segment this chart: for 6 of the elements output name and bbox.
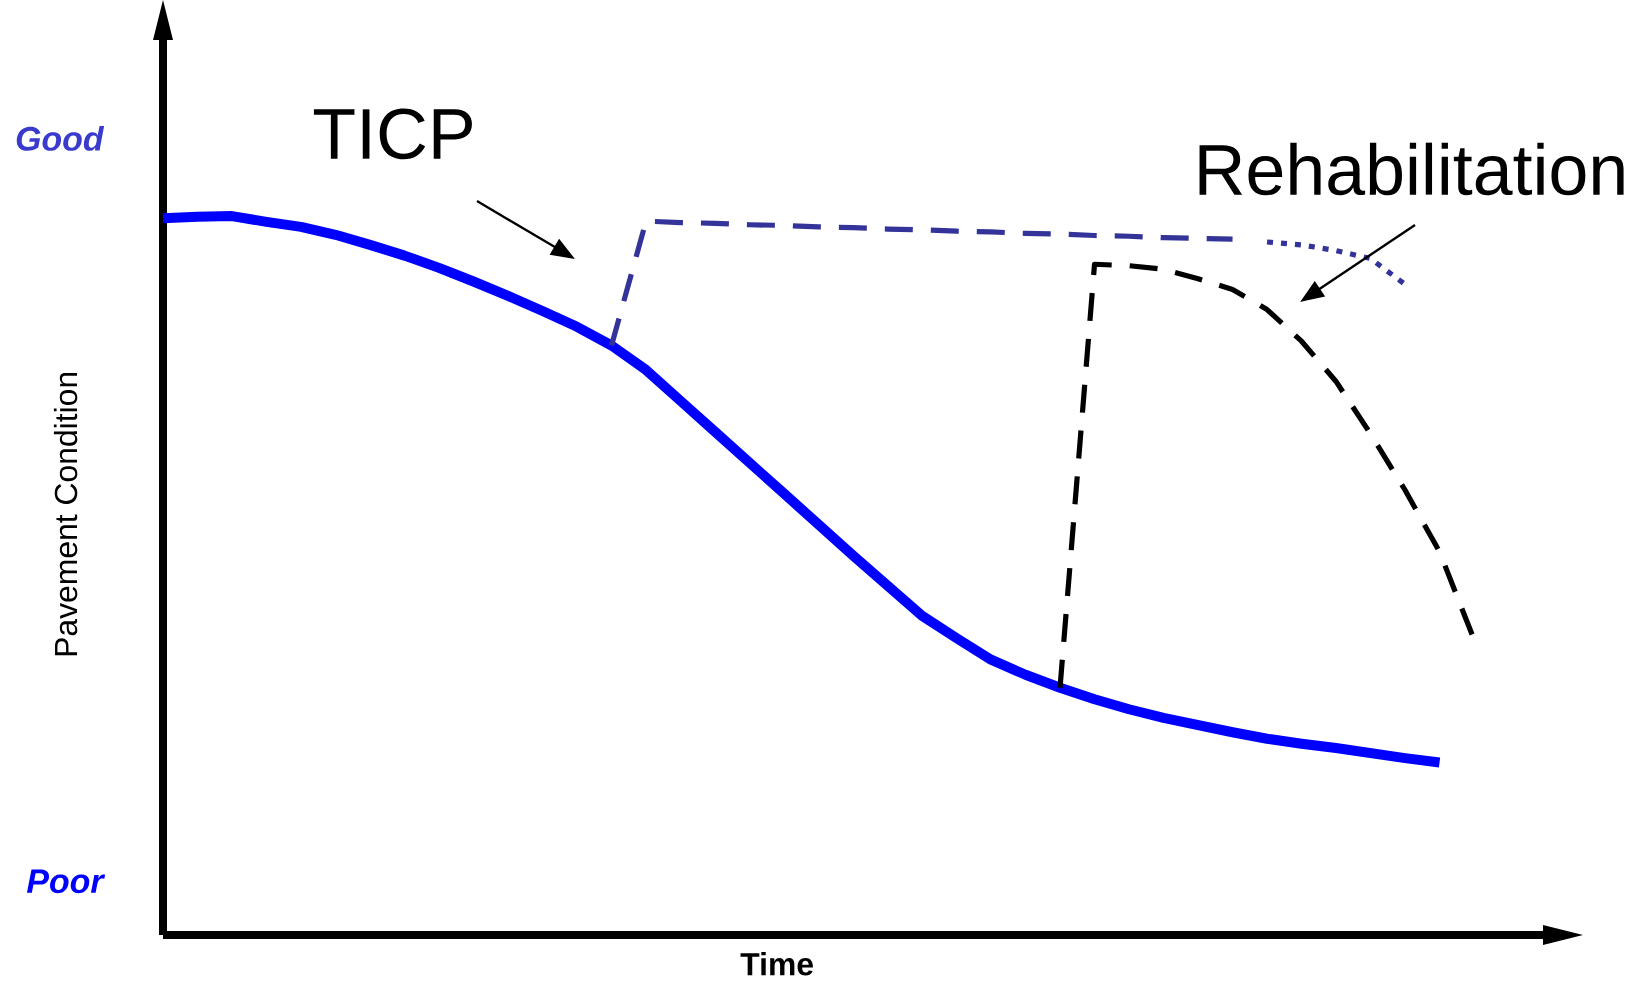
text: Good	[16, 125, 105, 151]
text: Rehabilitation	[1199, 142, 1624, 196]
text: Poor	[26, 869, 106, 894]
text: TICP	[313, 108, 472, 160]
x-axis-title: Time	[740, 952, 813, 976]
y-axis-title: Pavement Condition	[53, 372, 78, 656]
